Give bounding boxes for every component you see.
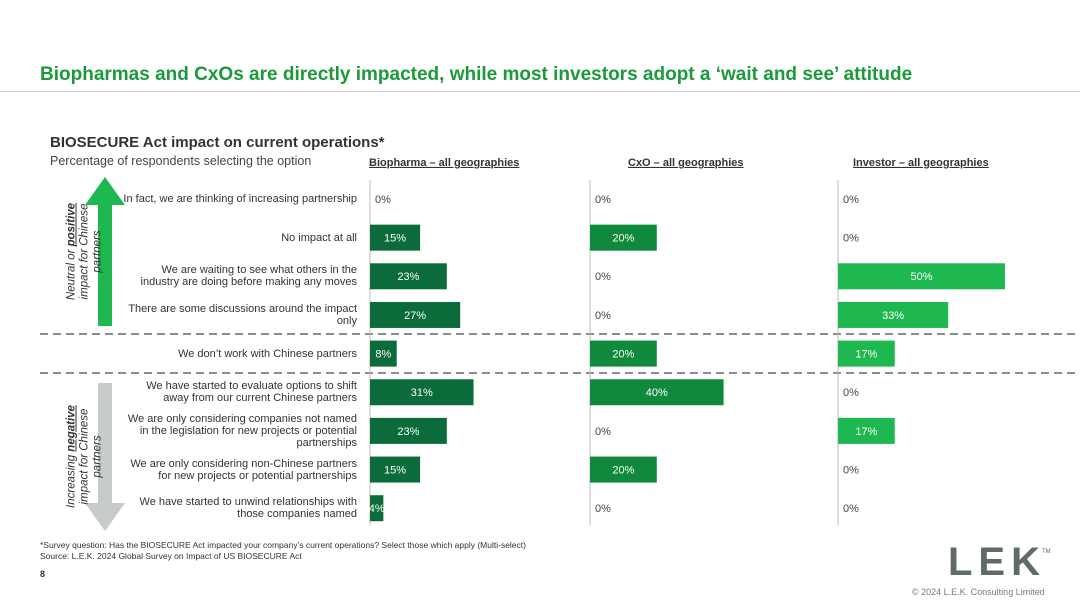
value-label: 15% (384, 233, 406, 245)
value-label: 8% (375, 349, 391, 361)
logo: LEK (948, 540, 1046, 584)
bar (838, 417, 895, 444)
value-label: 20% (612, 233, 634, 245)
bar (370, 495, 384, 522)
value-label: 27% (404, 310, 426, 322)
value-label: 40% (646, 387, 668, 399)
trademark: TM (1042, 549, 1051, 555)
category-label: No impact at all (281, 231, 357, 244)
bar (838, 340, 895, 367)
panel-title: Investor – all geographies (853, 157, 989, 169)
value-label: 31% (411, 387, 433, 399)
copyright: © 2024 L.E.K. Consulting Limited (912, 587, 1045, 597)
category-label: We are only considering non-Chinese part… (130, 457, 357, 482)
bar (370, 301, 461, 328)
bar (370, 379, 474, 406)
value-label: 15% (384, 464, 406, 476)
category-label: We are only considering companies not na… (127, 412, 357, 449)
value-label: 50% (910, 271, 932, 283)
value-label: 17% (855, 426, 877, 438)
value-label: 0% (843, 194, 859, 206)
value-label: 4% (369, 503, 385, 515)
value-label: 0% (843, 464, 859, 476)
value-label: 33% (882, 310, 904, 322)
value-label: 20% (612, 349, 634, 361)
bar (370, 340, 397, 367)
bar (370, 456, 421, 483)
footnote: *Survey question: Has the BIOSECURE Act … (40, 540, 526, 550)
side-label-text: Increasing (65, 451, 78, 508)
side-label-emphasis: positive (65, 202, 78, 247)
category-label: There are some discussions around the im… (128, 302, 357, 327)
bar (370, 417, 447, 444)
slide-title: Biopharmas and CxOs are directly impacte… (40, 64, 913, 85)
bar (370, 263, 447, 290)
side-label-text: Neutral or (65, 246, 78, 301)
category-label: We don’t work with Chinese partners (178, 347, 357, 360)
value-label: 0% (595, 194, 611, 206)
bar (370, 224, 421, 251)
panel-title: CxO – all geographies (628, 157, 744, 169)
value-label: 0% (375, 194, 391, 206)
value-label: 0% (843, 233, 859, 245)
chart-title: BIOSECURE Act impact on current operatio… (50, 134, 385, 151)
bar (590, 340, 657, 367)
side-label: Neutral or positive impact for Chinese p… (66, 187, 105, 317)
side-label-emphasis: negative (65, 405, 78, 452)
chart-subtitle: Percentage of respondents selecting the … (50, 154, 312, 168)
value-label: 20% (612, 464, 634, 476)
category-label: We have started to unwind relationships … (139, 496, 357, 521)
value-label: 0% (843, 387, 859, 399)
value-label: 0% (595, 426, 611, 438)
value-label: 0% (595, 503, 611, 515)
value-label: 23% (397, 271, 419, 283)
side-label: Increasing negative impact for Chinese p… (66, 392, 105, 522)
source: Source: L.E.K. 2024 Global Survey on Imp… (40, 551, 302, 561)
side-label-text: impact for Chinese partners (78, 203, 104, 300)
value-label: 23% (397, 426, 419, 438)
category-label: In fact, we are thinking of increasing p… (123, 193, 357, 205)
value-label: 17% (855, 349, 877, 361)
value-label: 0% (595, 271, 611, 283)
category-label: We are waiting to see what others in the… (140, 264, 357, 289)
category-label: We have started to evaluate options to s… (146, 380, 357, 405)
value-label: 0% (595, 310, 611, 322)
bar (838, 301, 949, 328)
page-number: 8 (40, 569, 46, 579)
side-label-text: impact for Chinese partners (78, 408, 104, 505)
bar (590, 379, 724, 406)
panel-title: Biopharma – all geographies (369, 157, 519, 169)
down-arrow (85, 383, 125, 531)
up-arrow (85, 177, 125, 326)
bar (838, 263, 1005, 290)
bar (590, 456, 657, 483)
divider (0, 91, 1080, 92)
bar (590, 224, 657, 251)
value-label: 0% (843, 503, 859, 515)
